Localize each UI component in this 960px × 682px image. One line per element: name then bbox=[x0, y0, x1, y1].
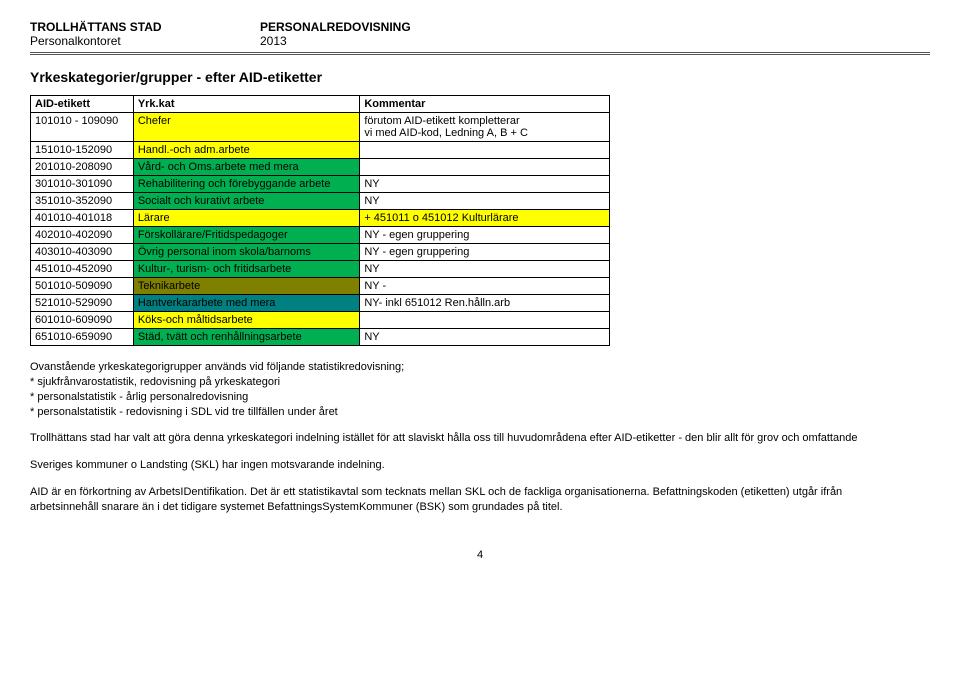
notes-b2: * personalstatistik - årlig personalredo… bbox=[30, 391, 248, 403]
cell-yrkkat: Köks-och måltidsarbete bbox=[133, 312, 360, 329]
cell-kommentar bbox=[360, 312, 610, 329]
cell-kommentar: + 451011 o 451012 Kulturlärare bbox=[360, 210, 610, 227]
cell-yrkkat: Chefer bbox=[133, 113, 360, 142]
report-year: 2013 bbox=[260, 34, 411, 48]
cell-kommentar: NY - egen gruppering bbox=[360, 244, 610, 261]
notes-block: Ovanstående yrkeskategorigrupper används… bbox=[30, 360, 910, 515]
header-divider bbox=[30, 52, 930, 55]
cell-etikett: 403010-403090 bbox=[31, 244, 134, 261]
table-row: 351010-352090Socialt och kurativt arbete… bbox=[31, 193, 610, 210]
cell-yrkkat: Vård- och Oms.arbete med mera bbox=[133, 159, 360, 176]
table-row: 201010-208090Vård- och Oms.arbete med me… bbox=[31, 159, 610, 176]
col-header-yrkkat: Yrk.kat bbox=[133, 96, 360, 113]
cell-yrkkat: Socialt och kurativt arbete bbox=[133, 193, 360, 210]
cell-yrkkat: Teknikarbete bbox=[133, 278, 360, 295]
cell-kommentar: NY bbox=[360, 329, 610, 346]
table-row: 301010-301090Rehabilitering och förebygg… bbox=[31, 176, 610, 193]
cell-etikett: 351010-352090 bbox=[31, 193, 134, 210]
cell-yrkkat: Hantverkararbete med mera bbox=[133, 295, 360, 312]
cell-kommentar bbox=[360, 142, 610, 159]
col-header-etikett: AID-etikett bbox=[31, 96, 134, 113]
notes-p3: Sveriges kommuner o Landsting (SKL) har … bbox=[30, 458, 910, 473]
cell-yrkkat: Förskollärare/Fritidspedagoger bbox=[133, 227, 360, 244]
col-header-kommentar: Kommentar bbox=[360, 96, 610, 113]
cell-etikett: 601010-609090 bbox=[31, 312, 134, 329]
page-number: 4 bbox=[30, 549, 930, 561]
report-title: PERSONALREDOVISNING bbox=[260, 20, 411, 34]
cell-yrkkat: Rehabilitering och förebyggande arbete bbox=[133, 176, 360, 193]
table-row: 651010-659090Städ, tvätt och renhållning… bbox=[31, 329, 610, 346]
page-header: TROLLHÄTTANS STAD Personalkontoret PERSO… bbox=[30, 20, 930, 48]
cell-etikett: 151010-152090 bbox=[31, 142, 134, 159]
aid-table: AID-etikett Yrk.kat Kommentar 101010 - 1… bbox=[30, 95, 610, 346]
org-name: TROLLHÄTTANS STAD bbox=[30, 20, 260, 34]
notes-p4: AID är en förkortning av ArbetsIDentifik… bbox=[30, 485, 910, 515]
cell-kommentar: NY bbox=[360, 176, 610, 193]
table-row: 501010-509090TeknikarbeteNY - bbox=[31, 278, 610, 295]
table-row: 151010-152090Handl.-och adm.arbete bbox=[31, 142, 610, 159]
cell-yrkkat: Kultur-, turism- och fritidsarbete bbox=[133, 261, 360, 278]
cell-etikett: 101010 - 109090 bbox=[31, 113, 134, 142]
cell-kommentar: NY - egen gruppering bbox=[360, 227, 610, 244]
table-row: 101010 - 109090Cheferförutom AID-etikett… bbox=[31, 113, 610, 142]
notes-p1: Ovanstående yrkeskategorigrupper används… bbox=[30, 361, 404, 373]
cell-kommentar: NY- inkl 651012 Ren.hålln.arb bbox=[360, 295, 610, 312]
section-title: Yrkeskategorier/grupper - efter AID-etik… bbox=[30, 69, 930, 85]
cell-kommentar: NY bbox=[360, 193, 610, 210]
table-row: 601010-609090Köks-och måltidsarbete bbox=[31, 312, 610, 329]
cell-etikett: 521010-529090 bbox=[31, 295, 134, 312]
notes-b3: * personalstatistik - redovisning i SDL … bbox=[30, 406, 338, 418]
cell-etikett: 201010-208090 bbox=[31, 159, 134, 176]
table-header-row: AID-etikett Yrk.kat Kommentar bbox=[31, 96, 610, 113]
table-row: 451010-452090Kultur-, turism- och fritid… bbox=[31, 261, 610, 278]
cell-kommentar bbox=[360, 159, 610, 176]
cell-etikett: 501010-509090 bbox=[31, 278, 134, 295]
notes-b1: * sjukfrånvarostatistik, redovisning på … bbox=[30, 376, 280, 388]
cell-yrkkat: Handl.-och adm.arbete bbox=[133, 142, 360, 159]
cell-yrkkat: Lärare bbox=[133, 210, 360, 227]
cell-kommentar: NY - bbox=[360, 278, 610, 295]
cell-etikett: 402010-402090 bbox=[31, 227, 134, 244]
cell-etikett: 401010-401018 bbox=[31, 210, 134, 227]
cell-kommentar: NY bbox=[360, 261, 610, 278]
table-row: 401010-401018Lärare+ 451011 o 451012 Kul… bbox=[31, 210, 610, 227]
table-row: 402010-402090Förskollärare/Fritidspedago… bbox=[31, 227, 610, 244]
cell-etikett: 301010-301090 bbox=[31, 176, 134, 193]
table-row: 403010-403090Övrig personal inom skola/b… bbox=[31, 244, 610, 261]
cell-yrkkat: Övrig personal inom skola/barnoms bbox=[133, 244, 360, 261]
cell-etikett: 451010-452090 bbox=[31, 261, 134, 278]
table-row: 521010-529090Hantverkararbete med meraNY… bbox=[31, 295, 610, 312]
dept-name: Personalkontoret bbox=[30, 34, 260, 48]
cell-kommentar: förutom AID-etikett kompletterarvi med A… bbox=[360, 113, 610, 142]
notes-p2: Trollhättans stad har valt att göra denn… bbox=[30, 431, 910, 446]
cell-yrkkat: Städ, tvätt och renhållningsarbete bbox=[133, 329, 360, 346]
cell-etikett: 651010-659090 bbox=[31, 329, 134, 346]
